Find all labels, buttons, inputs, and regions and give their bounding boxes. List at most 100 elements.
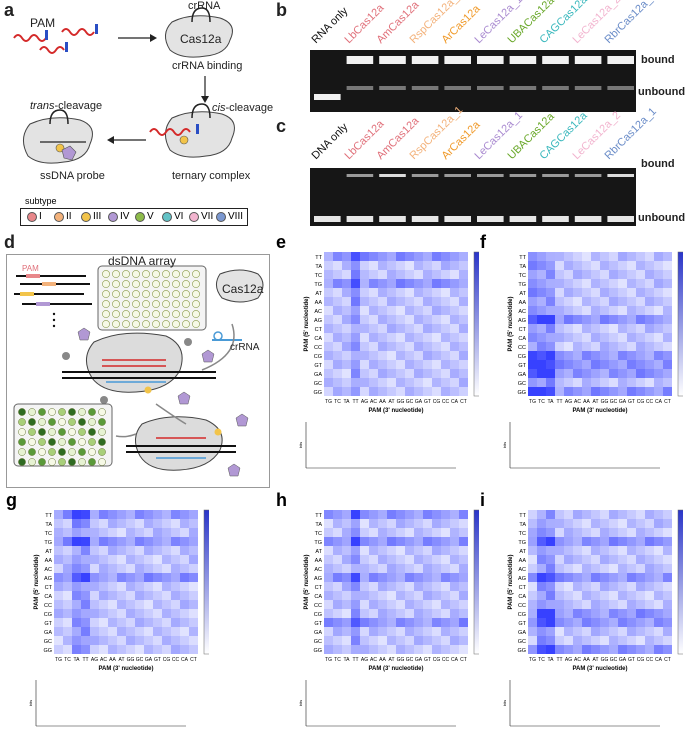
heatmap-cell bbox=[450, 369, 459, 378]
heatmap-cell bbox=[324, 555, 333, 564]
heatmap-cell bbox=[432, 315, 441, 324]
heatmap-cell bbox=[564, 297, 573, 306]
heatmap-cell bbox=[459, 342, 468, 351]
heatmap-cell bbox=[645, 351, 654, 360]
heatmap-cell bbox=[342, 261, 351, 270]
heatmap-cell bbox=[582, 261, 591, 270]
heatmap-col-tick: CA bbox=[655, 657, 663, 663]
heatmap-cell bbox=[81, 645, 90, 654]
heatmap-cell bbox=[162, 528, 171, 537]
subtype-color-dot bbox=[81, 211, 91, 222]
heatmap-cell bbox=[537, 618, 546, 627]
heatmap-cell bbox=[555, 573, 564, 582]
subtype-legend-item: VII bbox=[189, 211, 213, 222]
heatmap-cell bbox=[54, 510, 63, 519]
gel-lane bbox=[314, 94, 341, 100]
heatmap-cell bbox=[627, 378, 636, 387]
heatmap-cell bbox=[600, 288, 609, 297]
heatmap-cell bbox=[324, 618, 333, 627]
heatmap-cell bbox=[636, 618, 645, 627]
heatmap-cell bbox=[654, 306, 663, 315]
heatmap-cell bbox=[342, 591, 351, 600]
heatmap-cell bbox=[432, 618, 441, 627]
heatmap-cell bbox=[591, 618, 600, 627]
heatmap-cell bbox=[117, 645, 126, 654]
heatmap-cell bbox=[360, 270, 369, 279]
plate-well-signal bbox=[58, 438, 66, 446]
heatmap-cell bbox=[333, 261, 342, 270]
heatmap-cell bbox=[546, 600, 555, 609]
heatmap-cell bbox=[171, 528, 180, 537]
heatmap-row-tick: GC bbox=[314, 639, 322, 645]
heatmap-cell bbox=[63, 537, 72, 546]
heatmap-cell bbox=[654, 369, 663, 378]
heatmap-cell bbox=[153, 627, 162, 636]
panel-a-diagram bbox=[13, 7, 235, 164]
heatmap-cell bbox=[171, 510, 180, 519]
heatmap-cell bbox=[591, 591, 600, 600]
heatmap-cell bbox=[405, 252, 414, 261]
heatmap-cell bbox=[396, 360, 405, 369]
heatmap-cell bbox=[591, 537, 600, 546]
heatmap-cell bbox=[162, 555, 171, 564]
heatmap-cell bbox=[54, 591, 63, 600]
heatmap-cell bbox=[387, 510, 396, 519]
heatmap-cell bbox=[573, 369, 582, 378]
heatmap-cell bbox=[135, 564, 144, 573]
heatmap-cell bbox=[618, 645, 627, 654]
heatmap-cell bbox=[342, 600, 351, 609]
plate-well-signal bbox=[58, 418, 66, 426]
plate-well-signal bbox=[38, 438, 46, 446]
heatmap-cell bbox=[117, 582, 126, 591]
heatmap-cell bbox=[609, 537, 618, 546]
heatmap-cell bbox=[609, 645, 618, 654]
heatmap-cell bbox=[423, 510, 432, 519]
heatmap-cell bbox=[99, 582, 108, 591]
heatmap-cell bbox=[81, 528, 90, 537]
heatmap-cell bbox=[591, 333, 600, 342]
heatmap-cell bbox=[591, 582, 600, 591]
heatmap-cell bbox=[360, 582, 369, 591]
heatmap-cell bbox=[351, 591, 360, 600]
heatmap-cell bbox=[369, 315, 378, 324]
heatmap-cell bbox=[342, 528, 351, 537]
heatmap-cell bbox=[189, 555, 198, 564]
heatmap-cell bbox=[582, 528, 591, 537]
heatmap-cell bbox=[342, 546, 351, 555]
heatmap-col-tick: GC bbox=[610, 657, 618, 663]
heatmap-cell bbox=[618, 627, 627, 636]
plate-well bbox=[112, 290, 120, 298]
heatmap-cell bbox=[582, 333, 591, 342]
heatmap-cell bbox=[459, 573, 468, 582]
heatmap-cell bbox=[573, 618, 582, 627]
heatmap-col-tick: GG bbox=[601, 657, 609, 663]
heatmap-cell bbox=[63, 591, 72, 600]
heatmap-cell bbox=[441, 369, 450, 378]
heatmap-col-tick: AC bbox=[370, 657, 377, 663]
heatmap-cell bbox=[600, 510, 609, 519]
heatmap-cell bbox=[333, 252, 342, 261]
heatmap-cell bbox=[654, 573, 663, 582]
heatmap-cell bbox=[555, 591, 564, 600]
dsdna-array-label: dsDNA array bbox=[108, 254, 177, 268]
heatmap-cell bbox=[324, 342, 333, 351]
heatmap-cell bbox=[378, 306, 387, 315]
heatmap-cell bbox=[537, 387, 546, 396]
heatmap-cell bbox=[573, 342, 582, 351]
subtype-legend-item: V bbox=[135, 211, 154, 222]
plate-well bbox=[142, 280, 150, 288]
heatmap-cell bbox=[645, 573, 654, 582]
heatmap-cell bbox=[609, 369, 618, 378]
heatmap-cell bbox=[414, 627, 423, 636]
heatmap-cell bbox=[450, 645, 459, 654]
heatmap-cell bbox=[582, 555, 591, 564]
heatmap-row-tick: CA bbox=[44, 594, 52, 600]
heatmap-cell bbox=[459, 627, 468, 636]
heatmap-cell bbox=[546, 387, 555, 396]
heatmap-cell bbox=[414, 510, 423, 519]
heatmap-cell bbox=[396, 297, 405, 306]
heatmap-cell bbox=[600, 333, 609, 342]
heatmap-cell bbox=[54, 537, 63, 546]
heatmap-cell bbox=[441, 636, 450, 645]
plate-well-signal bbox=[28, 458, 36, 466]
